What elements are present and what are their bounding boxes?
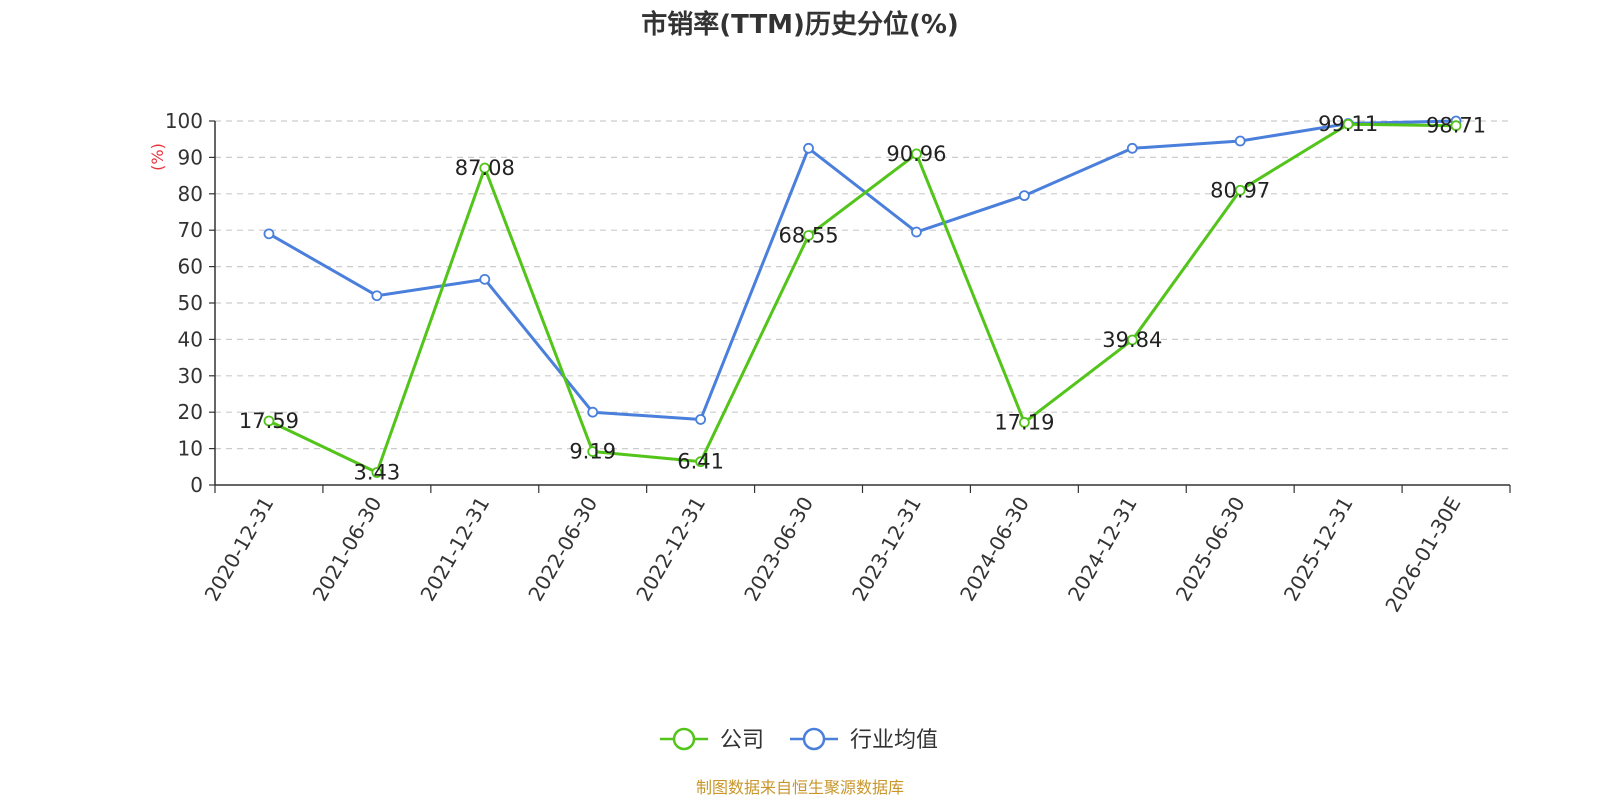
industry-data-point[interactable] <box>803 142 814 154</box>
industry-data-point[interactable] <box>1018 190 1030 202</box>
company-data-point[interactable] <box>695 456 707 468</box>
company-data-point[interactable] <box>1018 417 1030 428</box>
company-data-point[interactable] <box>911 148 922 160</box>
y-tick-label: 0 <box>190 473 203 497</box>
x-tick-label: 2026-01-30E <box>1380 493 1465 617</box>
company-data-point[interactable] <box>263 415 275 427</box>
y-tick-label: 30 <box>178 364 203 388</box>
company-data-point[interactable] <box>803 230 814 241</box>
industry-data-point[interactable] <box>1126 142 1138 154</box>
x-tick-label: 2020-12-31 <box>200 493 279 606</box>
data-source-note: 制图数据来自恒生聚源数据库 <box>696 778 904 797</box>
industry-data-point[interactable] <box>695 414 707 425</box>
y-axis-unit-label: (%) <box>148 143 167 171</box>
industry-data-point[interactable] <box>587 406 599 418</box>
y-tick-label: 10 <box>178 437 203 461</box>
company-data-point[interactable] <box>1234 184 1246 196</box>
company-data-label: 98.71 <box>1426 114 1486 138</box>
x-tick-label: 2022-06-30 <box>523 493 602 606</box>
legend-company-circle-icon <box>672 727 696 751</box>
legend-industry-label: 行业均值 <box>850 728 938 753</box>
y-tick-label: 70 <box>178 218 203 242</box>
company-data-label: 3.43 <box>353 461 400 485</box>
y-tick-label: 40 <box>178 327 203 351</box>
x-tick-label: 2023-12-31 <box>847 492 926 605</box>
company-data-label: 9.19 <box>569 440 616 464</box>
company-data-label: 17.19 <box>994 410 1054 434</box>
company-data-label: 80.97 <box>1210 178 1270 202</box>
industry-average-series-line <box>268 119 1457 421</box>
y-tick-label: 90 <box>178 145 203 169</box>
y-tick-label: 60 <box>178 255 203 279</box>
company-data-label: 68.55 <box>778 223 838 247</box>
x-tick-label: 2025-06-30 <box>1171 493 1250 606</box>
company-data-point[interactable] <box>371 467 383 478</box>
industry-data-point[interactable] <box>479 273 491 285</box>
company-data-label: 17.59 <box>239 409 299 433</box>
company-data-label: 87.08 <box>455 156 515 180</box>
industry-data-point[interactable] <box>1234 135 1246 147</box>
chart-title: 市销率(TTM)历史分位(%) <box>641 9 959 40</box>
grid-lines <box>215 120 1510 450</box>
company-data-label: 39.84 <box>1102 328 1162 352</box>
series-lines <box>263 115 1462 478</box>
industry-data-point[interactable] <box>371 290 383 302</box>
company-data-label: 6.41 <box>677 450 724 474</box>
legend-item-company[interactable]: 公司 <box>660 727 764 753</box>
data-labels: 17.59 3.43 87.08 9.19 6.41 68.55 90.96 17.19 39.… <box>239 112 1486 484</box>
legend-company-label: 公司 <box>720 728 764 753</box>
industry-data-point[interactable] <box>263 228 275 240</box>
legend-industry-circle-icon <box>802 727 826 751</box>
y-tick-label: 80 <box>178 182 203 206</box>
y-tick-label: 50 <box>178 291 203 315</box>
x-tick-label: 2024-12-31 <box>1063 493 1142 606</box>
x-tick-label: 2021-12-31 <box>415 492 494 605</box>
y-tick-label: 20 <box>178 400 203 424</box>
company-data-point[interactable] <box>1450 120 1462 132</box>
company-series-line <box>268 122 1457 475</box>
company-data-label: 99.11 <box>1318 112 1378 136</box>
x-tick-label: 2023-06-30 <box>739 493 818 606</box>
company-data-point[interactable] <box>587 446 599 457</box>
axes: 0 10 20 30 40 50 60 70 80 90 100 2020-12-31 2021-06-… <box>165 109 1511 617</box>
industry-data-point[interactable] <box>911 226 922 238</box>
x-tick-label: 2021-06-30 <box>307 493 386 606</box>
x-tick-label: 2025-12-31 <box>1279 493 1358 606</box>
company-data-point[interactable] <box>1126 334 1138 346</box>
y-tick-label: 100 <box>165 109 203 133</box>
company-data-point[interactable] <box>1342 118 1354 130</box>
legend-item-industry-average[interactable]: 行业均值 <box>790 727 938 753</box>
x-tick-label: 2024-06-30 <box>955 493 1034 606</box>
company-data-label: 90.96 <box>886 142 946 166</box>
x-tick-label: 2022-12-31 <box>631 493 710 606</box>
company-data-point[interactable] <box>479 162 491 174</box>
legend[interactable]: 公司 行业均值 <box>660 727 938 753</box>
